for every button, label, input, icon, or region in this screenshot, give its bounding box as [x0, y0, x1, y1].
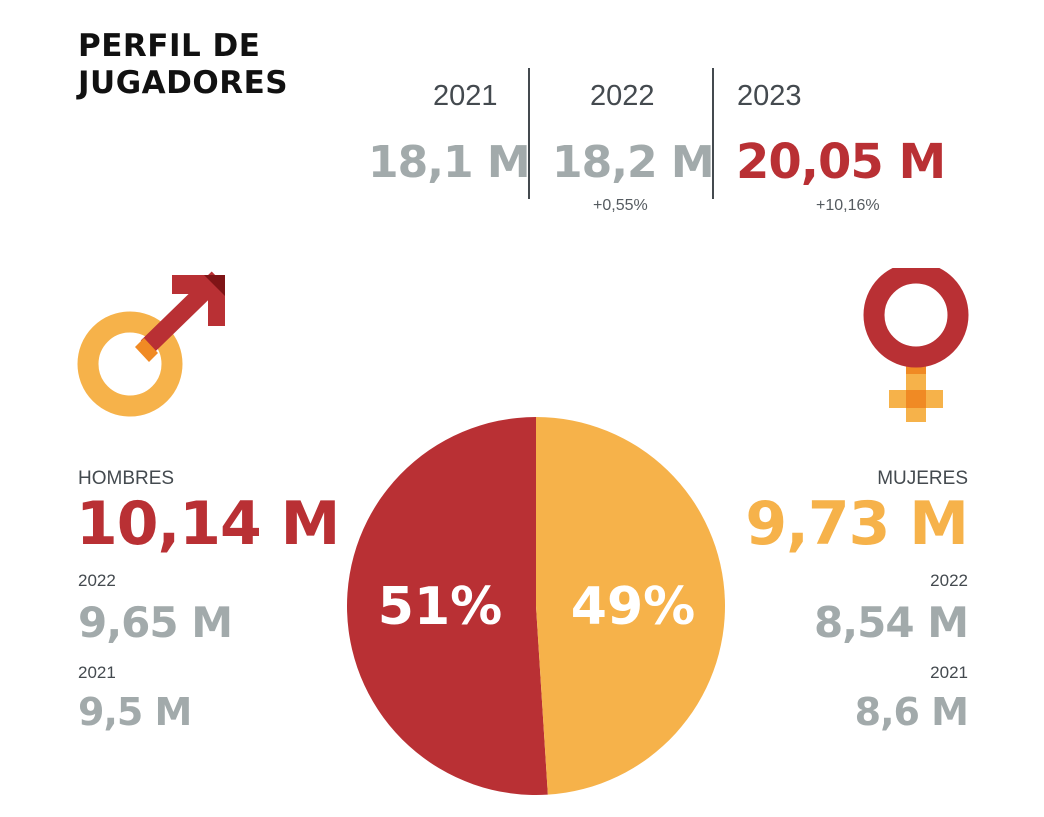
mujeres-value: 9,73 M: [745, 489, 969, 559]
hombres-value: 10,14 M: [76, 489, 340, 559]
gender-pie-chart: 51% 49%: [346, 417, 725, 795]
hombres-label: HOMBRES: [78, 468, 175, 489]
hombres-year-2021: 2021: [78, 663, 116, 682]
total-value-2022: 18,2 M: [552, 137, 715, 188]
mujeres-label: MUJERES: [877, 468, 968, 489]
female-symbol-icon: [863, 268, 969, 422]
total-year-2023: 2023: [737, 80, 802, 112]
hombres-value-2022: 9,65 M: [78, 598, 233, 647]
mujeres-value-2022: 8,54 M: [813, 598, 969, 647]
hombres-value-2021: 9,5 M: [78, 690, 192, 734]
pie-slice-hombres: [346, 417, 548, 795]
pie-label-hombres: 51%: [378, 577, 502, 637]
total-year-2021: 2021: [433, 80, 498, 112]
title-line-1: PERFIL DE: [78, 28, 261, 64]
total-year-2022: 2022: [590, 80, 655, 112]
total-change-2023: +10,16%: [816, 197, 880, 214]
male-symbol-icon: [77, 271, 225, 417]
pie-slice-mujeres: [536, 417, 725, 795]
hombres-year-2022: 2022: [78, 571, 116, 590]
mujeres-value-2021: 8,6 M: [854, 690, 969, 734]
pie-label-mujeres: 49%: [571, 577, 695, 637]
total-value-2023: 20,05 M: [736, 134, 946, 190]
total-change-2022: +0,55%: [593, 197, 648, 214]
divider: [528, 68, 530, 199]
page-title: PERFIL DE JUGADORES: [78, 28, 378, 102]
title-line-2: JUGADORES: [78, 65, 289, 101]
total-value-2021: 18,1 M: [368, 137, 531, 188]
divider: [712, 68, 714, 199]
mujeres-year-2021: 2021: [930, 663, 968, 682]
mujeres-year-2022: 2022: [930, 571, 968, 590]
